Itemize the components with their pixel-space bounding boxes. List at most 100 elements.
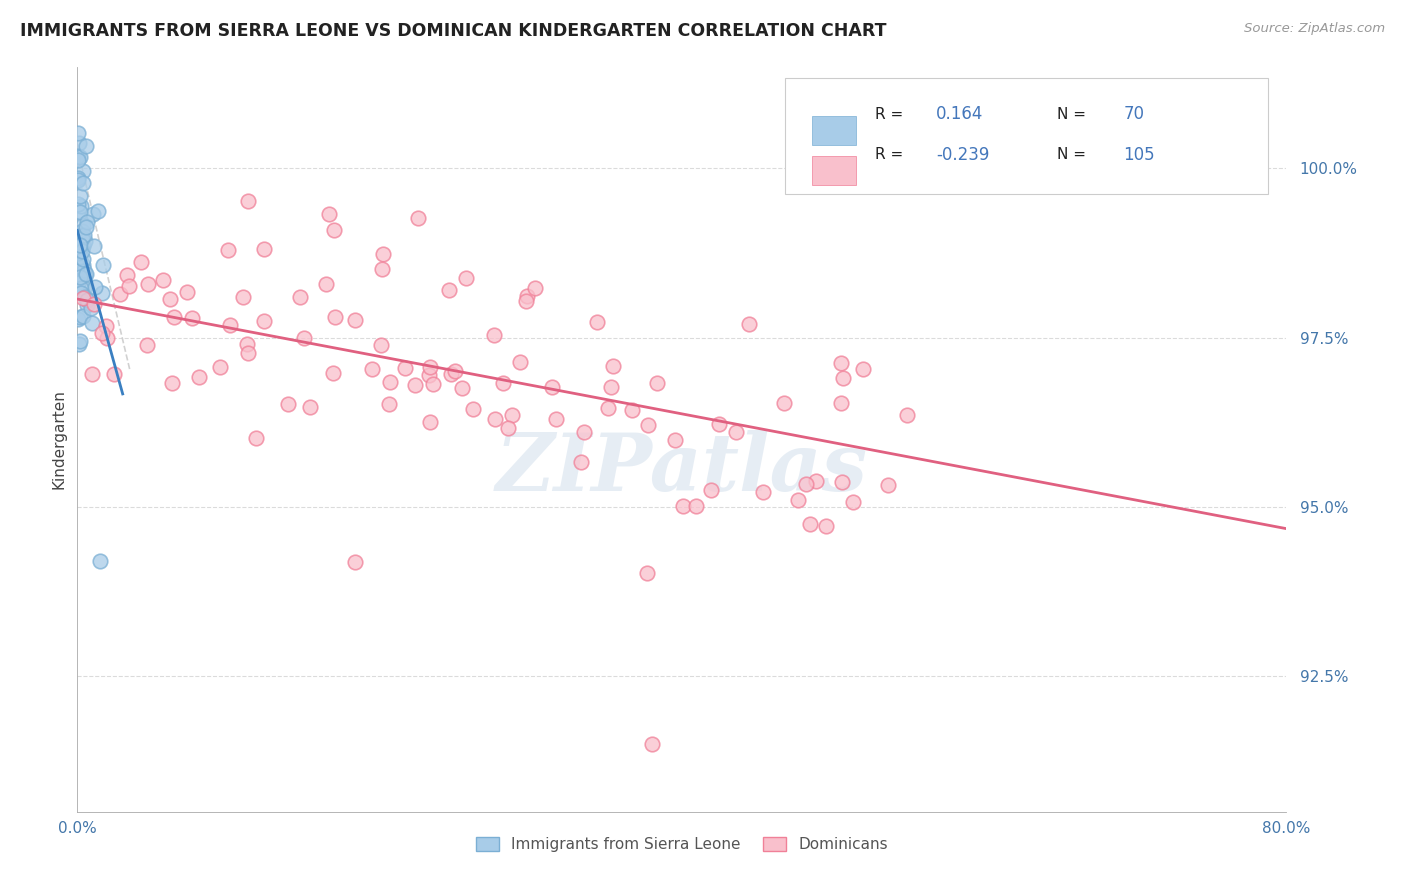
Point: [66, 276, 89, 290]
Point: [290, 290, 312, 304]
Point: [79, 301, 101, 315]
Text: -0.239: -0.239: [936, 145, 990, 164]
Point: [637, 418, 659, 433]
Point: [277, 397, 299, 411]
Point: [84, 280, 107, 294]
Text: IMMIGRANTS FROM SIERRA LEONE VS DOMINICAN KINDERGARTEN CORRELATION CHART: IMMIGRANTS FROM SIERRA LEONE VS DOMINICA…: [20, 22, 886, 40]
Point: [699, 483, 721, 497]
Point: [67, 226, 90, 240]
Point: [67, 246, 90, 260]
Text: N =: N =: [1057, 147, 1085, 162]
Text: R =: R =: [876, 147, 904, 162]
Point: [361, 362, 384, 376]
Point: [67, 136, 90, 151]
Point: [322, 222, 344, 236]
Point: [645, 376, 668, 390]
Point: [67, 253, 90, 268]
Point: [236, 337, 259, 351]
FancyBboxPatch shape: [813, 116, 856, 145]
Point: [66, 244, 89, 258]
Point: [66, 240, 89, 254]
Point: [709, 417, 731, 431]
Point: [75, 220, 97, 235]
Point: [180, 310, 202, 325]
Point: [72, 291, 94, 305]
Point: [118, 278, 141, 293]
Point: [394, 360, 416, 375]
Point: [176, 285, 198, 299]
Point: [323, 310, 346, 324]
Point: [232, 290, 254, 304]
Point: [159, 292, 181, 306]
Point: [69, 238, 91, 252]
Point: [896, 408, 918, 422]
Point: [73, 290, 96, 304]
Point: [370, 338, 392, 352]
Point: [541, 380, 564, 394]
Point: [69, 257, 91, 271]
Point: [832, 371, 855, 385]
Point: [67, 170, 90, 185]
Point: [621, 402, 644, 417]
Point: [852, 361, 875, 376]
Point: [73, 228, 96, 243]
Point: [67, 203, 90, 218]
Point: [136, 277, 159, 292]
Point: [876, 477, 898, 491]
Point: [672, 499, 695, 513]
Point: [73, 262, 96, 277]
Point: [187, 370, 209, 384]
Point: [67, 196, 90, 211]
Point: [794, 476, 817, 491]
Text: Source: ZipAtlas.com: Source: ZipAtlas.com: [1244, 22, 1385, 36]
Point: [76, 215, 98, 229]
Point: [67, 126, 90, 140]
Point: [343, 312, 366, 326]
Point: [73, 235, 96, 249]
Point: [586, 315, 609, 329]
Point: [67, 227, 90, 241]
Point: [602, 359, 624, 373]
Point: [418, 368, 440, 382]
Point: [252, 314, 274, 328]
Point: [218, 318, 240, 332]
Point: [298, 400, 321, 414]
Text: N =: N =: [1057, 107, 1085, 122]
Point: [371, 261, 394, 276]
Point: [72, 258, 94, 272]
Point: [752, 485, 775, 500]
Point: [69, 205, 91, 219]
Point: [501, 409, 523, 423]
Point: [641, 737, 664, 751]
Point: [546, 412, 568, 426]
Point: [75, 267, 97, 281]
Point: [152, 273, 174, 287]
Point: [574, 425, 596, 439]
Point: [83, 296, 105, 310]
Point: [509, 355, 531, 369]
Legend: Immigrants from Sierra Leone, Dominicans: Immigrants from Sierra Leone, Dominicans: [468, 830, 896, 860]
Point: [70, 223, 93, 237]
Point: [804, 474, 827, 488]
Point: [72, 238, 94, 252]
Point: [418, 415, 440, 429]
Point: [292, 330, 315, 344]
Point: [209, 359, 232, 374]
Point: [814, 518, 837, 533]
Point: [72, 176, 94, 190]
Point: [492, 376, 515, 390]
Text: ZIPatlas: ZIPatlas: [496, 430, 868, 508]
Point: [484, 412, 506, 426]
Text: 70: 70: [1123, 105, 1144, 123]
Point: [725, 425, 748, 439]
Point: [67, 230, 90, 244]
Point: [67, 337, 90, 351]
Point: [378, 375, 401, 389]
Point: [685, 500, 707, 514]
Point: [163, 310, 186, 325]
FancyBboxPatch shape: [785, 78, 1268, 194]
Point: [80, 316, 103, 330]
Point: [318, 207, 340, 221]
Point: [76, 298, 98, 312]
Point: [73, 281, 96, 295]
